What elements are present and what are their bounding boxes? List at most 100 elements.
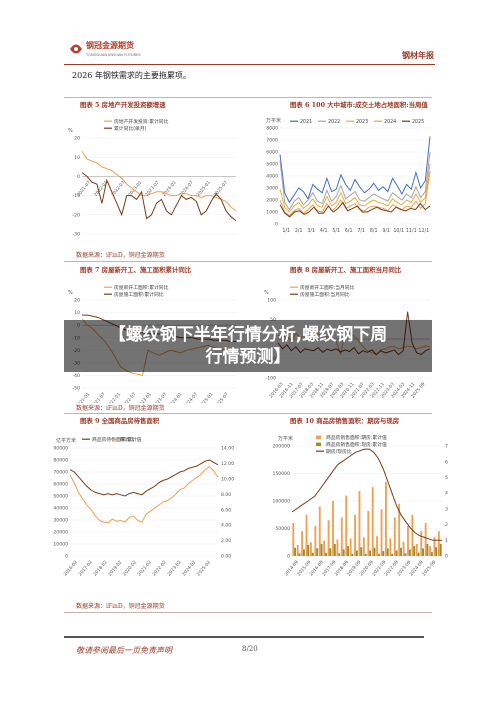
fig10-bar (338, 553, 341, 556)
fig10-bar (367, 510, 370, 556)
company-logo: 钢冠金源期货 TONGGUAN JINYUAN FUTURES (70, 40, 141, 57)
fig9-y-tick: 70000 (53, 470, 68, 476)
fig5-x-tick: 2024-07 (178, 180, 195, 198)
fig9-y-tick: 0 (65, 554, 68, 560)
fig10-bar (371, 487, 374, 556)
fig10-y2-tick: 6 (445, 459, 448, 465)
fig7-y-unit: % (68, 290, 73, 296)
fig10-bar (417, 552, 420, 556)
row2-bottom-divider (64, 413, 432, 414)
fig10-bar (420, 531, 423, 556)
fig10-bar (437, 531, 440, 556)
fig9-y-tick: 20000 (53, 530, 68, 536)
fig5-x-tick: 2023-07 (144, 180, 161, 198)
fig6-x-tick: 12/1 (418, 228, 429, 234)
fig7-title: 图表 7 房屋新开工、施工面积累计同比 (80, 266, 192, 274)
fig10-bar (298, 553, 301, 556)
fig10-bar (316, 548, 319, 556)
fig9-y-tick: 80000 (53, 458, 68, 464)
row3-bottom-divider (64, 612, 432, 613)
fig5-y-tick: -10 (72, 193, 80, 199)
fig5-y-tick: 10 (74, 155, 80, 161)
logo-subtext: TONGGUAN JINYUAN FUTURES (85, 53, 141, 57)
fig10-bar (318, 506, 321, 556)
fig10-bar (395, 550, 398, 556)
fig10-bar (422, 548, 424, 556)
fig10-bar (327, 520, 330, 556)
fig10-legend-label: 期房/现房比 (326, 448, 352, 455)
fig10-series-line (291, 448, 442, 541)
fig10-bar (292, 523, 295, 556)
fig5-y-tick: -30 (72, 232, 80, 238)
fig6-series-line (279, 171, 431, 217)
fig10-bar (305, 514, 308, 556)
fig10-y2-tick: 4 (445, 491, 448, 497)
fig9-x-tick: 2019-02 (107, 559, 124, 577)
fig10-bar (386, 548, 389, 556)
fig9-title: 图表 9 全国商品房待售面积 (80, 417, 160, 425)
fig5-legend-label: 累计同比(单月) (114, 125, 147, 132)
fig10-bar (380, 509, 383, 556)
fig6-y-tick: 0 (275, 222, 278, 228)
fig10-bar (424, 523, 427, 556)
row1-top-divider (64, 97, 432, 98)
fig10-bar (314, 525, 317, 556)
fig9-y-tick: 40000 (53, 506, 68, 512)
fig10-bar (332, 501, 334, 556)
fig10-bar (325, 552, 327, 556)
fig10-bar (349, 538, 352, 556)
fig10-bar (303, 549, 305, 556)
fig10-bar (301, 531, 304, 556)
fig7-y-tick: -40 (72, 373, 80, 379)
fig10-bar (340, 517, 343, 556)
fig7-x-tick: 2023-07 (152, 391, 169, 403)
fig9-y-tick: 50000 (53, 494, 68, 500)
fig5-x-tick: 2025-01 (195, 180, 212, 198)
fig7-x-tick: 2022-07 (121, 391, 138, 403)
fig9-y2-tick: 10.00 (221, 476, 234, 482)
fig9-x-tick: 2022-02 (151, 559, 168, 577)
fig5-x-tick: 2022-07 (110, 180, 127, 198)
fig5-y-unit: % (68, 128, 73, 134)
fig6-y-tick: 7000 (266, 138, 278, 144)
fig9-x-tick: 2021-02 (137, 559, 154, 577)
header-divider (64, 64, 435, 65)
fig6-x-tick: 11/1 (406, 228, 417, 234)
fig10-bar (342, 549, 345, 556)
fig5-y-tick: 20 (74, 136, 80, 142)
fig9-y2-tick: 0.00 (221, 554, 231, 560)
fig6-title: 图表 6 100 大中城市:成交土地占地面积:当周值 (290, 101, 428, 109)
fig10-bar (355, 550, 358, 556)
fig5-legend-label: 房地产开发投资:累计同比 (114, 118, 169, 125)
fig10-bar (354, 514, 356, 556)
fig6-series-line (279, 201, 431, 218)
fig5-title: 图表 5 房地产开发投资额增速 (80, 101, 166, 109)
fig10-bar (362, 537, 365, 556)
footer-divider (64, 636, 424, 638)
fig9-legend-label: 库消比 (120, 436, 135, 443)
fig6-y-unit: 万平米 (266, 117, 281, 124)
fig10-bar (307, 545, 310, 556)
fig10-bar (336, 539, 339, 556)
fig10-bar (360, 547, 363, 556)
fig10-bar (376, 536, 379, 556)
banner-line1: 【螺纹钢下半年行情分析,螺纹钢下周 (108, 325, 388, 345)
fig9-y-tick: 30000 (53, 518, 68, 524)
fig10-bar (404, 553, 407, 556)
fig6-series-line (279, 151, 431, 211)
fig9-y2-tick: 8.00 (221, 492, 231, 498)
fig6-legend-label: 2025 (412, 119, 424, 125)
fig10-bar (385, 481, 387, 556)
fig5-y-tick: -20 (72, 212, 80, 218)
fig10-y-tick: 0 (287, 554, 290, 560)
fig6-y-tick: 5000 (266, 162, 278, 168)
fig8-legend-label: 房屋新开工面积:当月同比 (300, 284, 355, 291)
fig10-bar (347, 546, 349, 556)
fig10-bar (310, 542, 312, 556)
fig10-legend-swatch (316, 442, 321, 447)
fig10-bar (426, 543, 429, 556)
fig9-y-tick: 60000 (53, 482, 68, 488)
fig8-legend-label: 房屋施工面积:当月同比 (300, 291, 350, 298)
fig5-series-line (81, 172, 237, 221)
fig7-x-tick: 2024-07 (183, 391, 200, 403)
